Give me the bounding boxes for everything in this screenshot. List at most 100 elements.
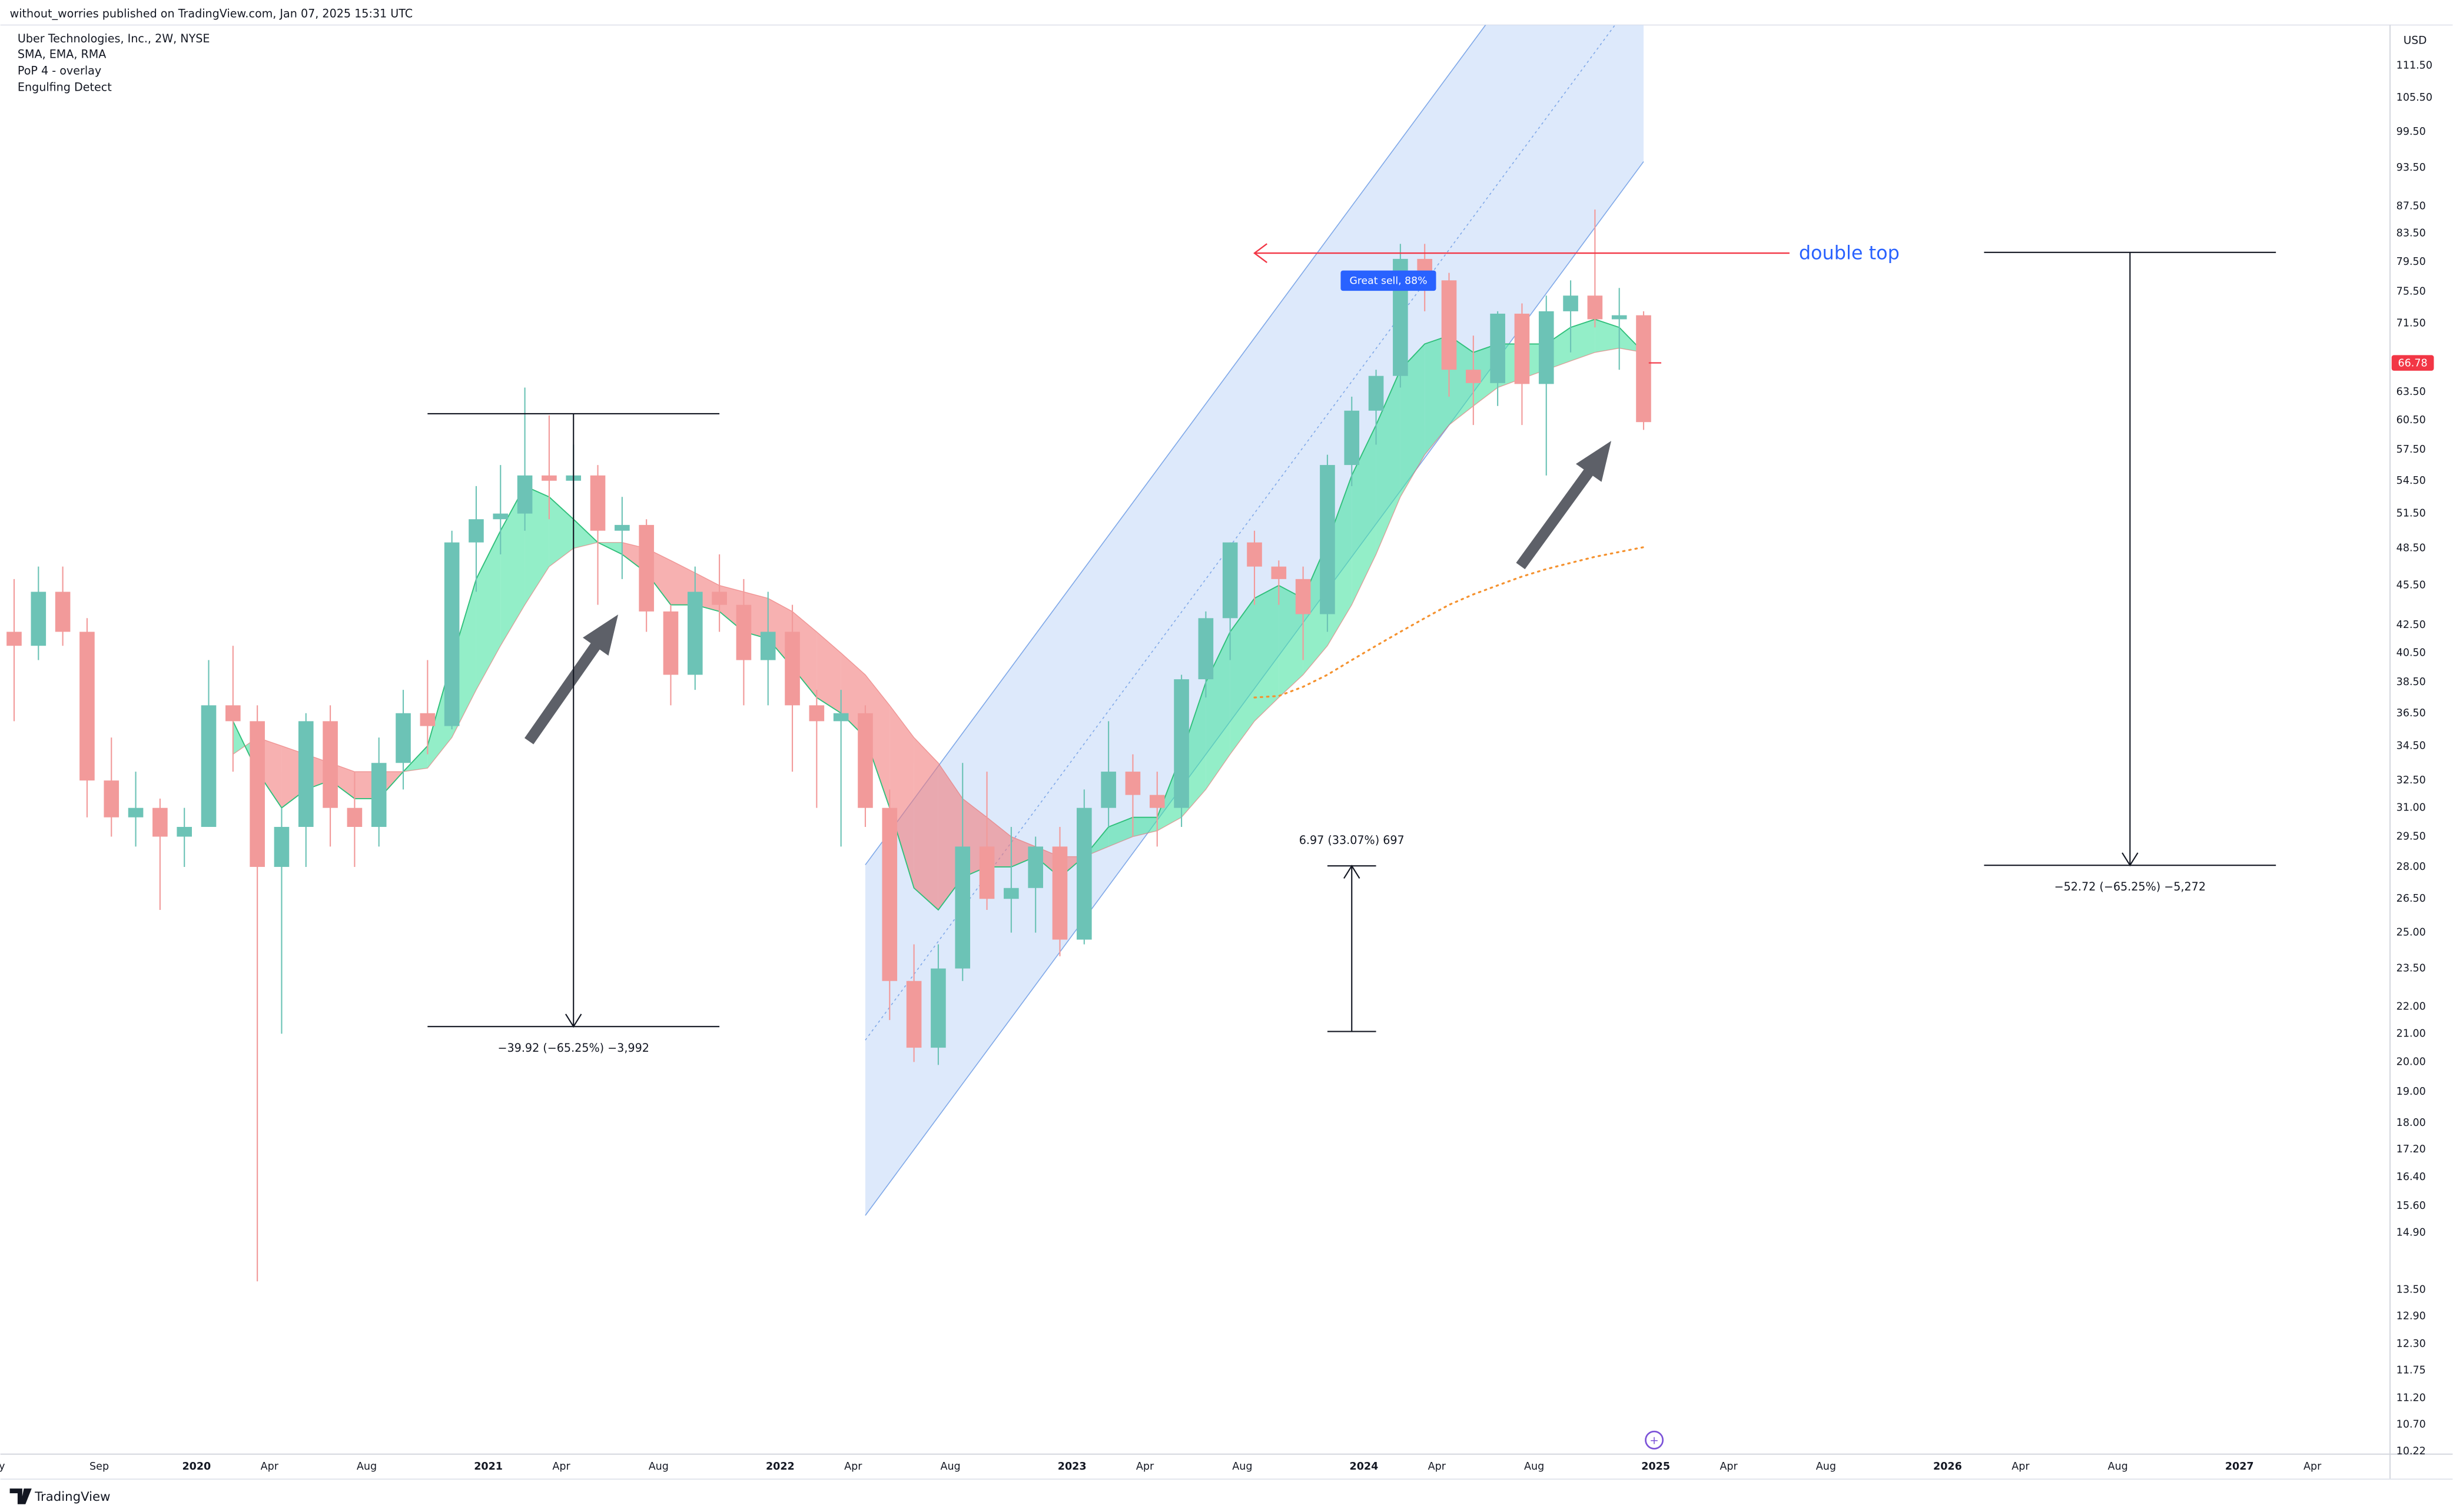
candle-body (250, 721, 265, 867)
candle-body (1514, 313, 1530, 384)
y-tick-label: 99.50 (2396, 126, 2426, 138)
y-tick-label: 105.50 (2396, 92, 2432, 104)
candle-body (906, 981, 922, 1048)
candle-body (1320, 465, 1335, 614)
y-tick-label: 14.90 (2396, 1227, 2426, 1238)
candle-body (396, 713, 411, 763)
candle-body (858, 713, 873, 808)
y-tick-label: 18.00 (2396, 1117, 2426, 1129)
candle-body (615, 524, 630, 531)
x-tick-label: Aug (649, 1461, 669, 1473)
candle-body (1076, 807, 1092, 940)
ma-cloud (1595, 319, 1619, 353)
y-tick-label: 11.20 (2396, 1393, 2426, 1404)
y-tick-label: 21.00 (2396, 1028, 2426, 1039)
last-price-tag (2391, 355, 2434, 371)
candle-body (1125, 772, 1141, 795)
y-tick-label: 83.50 (2396, 227, 2426, 239)
y-tick-label: 51.50 (2396, 508, 2426, 520)
measure-arrow (2122, 852, 2139, 867)
candle-body (833, 713, 849, 722)
y-tick-label: 11.75 (2396, 1364, 2426, 1376)
arrow-head (583, 614, 619, 656)
ma-cloud (525, 486, 549, 605)
candle-body (785, 632, 800, 706)
brand-logo (9, 1488, 32, 1504)
x-tick-label: Apr (261, 1461, 279, 1473)
candle-body (1004, 888, 1019, 899)
candle-body (79, 632, 95, 781)
candle-body (517, 475, 533, 514)
candle-body (979, 846, 995, 899)
ma-cloud (1571, 319, 1595, 361)
y-tick-label: 54.50 (2396, 475, 2426, 487)
x-tick-label: 2026 (1933, 1461, 1962, 1473)
candle-body (1344, 410, 1360, 466)
x-tick-label: Apr (2011, 1461, 2030, 1473)
candle-body (1563, 295, 1578, 311)
ma-cloud (1400, 344, 1425, 497)
y-tick-label: 63.50 (2396, 386, 2426, 398)
signal-badge (1340, 270, 1436, 291)
event-marker[interactable] (1645, 1430, 1664, 1450)
candle-body (1028, 846, 1043, 888)
candle-body (6, 632, 22, 646)
candle-body (1466, 370, 1481, 383)
x-tick-label: 2022 (766, 1461, 795, 1473)
y-tick-label: 34.50 (2396, 740, 2426, 752)
x-tick-label: Aug (940, 1461, 960, 1473)
symbol: Uber Technologies, Inc., 2W, NYSE (18, 32, 210, 45)
x-tick-label: 2024 (1350, 1461, 1379, 1473)
candle-body (55, 591, 71, 632)
candle-body (736, 604, 752, 660)
y-tick-label: 111.50 (2396, 60, 2432, 72)
candle-body (444, 542, 460, 726)
y-tick-label: 17.20 (2396, 1144, 2426, 1155)
candle-body (1271, 566, 1287, 579)
arrow-head (1576, 441, 1612, 482)
y-tick-label: 75.50 (2396, 286, 2426, 298)
y-tick-label: 57.50 (2396, 444, 2426, 456)
candle-body (274, 826, 290, 867)
level-label: double top (1799, 241, 1900, 264)
y-tick-label: 38.50 (2396, 676, 2426, 688)
y-tick-label: 26.50 (2396, 893, 2426, 905)
measure-label: 6.97 (33.07%) 697 (1299, 833, 1405, 847)
candle-body (687, 591, 703, 675)
indicator: PoP 4 - overlay (18, 64, 101, 77)
ma-fast-line (232, 318, 1644, 911)
candle-body (152, 807, 168, 837)
candle-body (371, 763, 387, 827)
y-tick-label: 36.50 (2396, 707, 2426, 719)
x-tick-label: Aug (2108, 1461, 2128, 1473)
candle-body (639, 524, 654, 612)
ma-cloud (500, 486, 525, 646)
candle-body (1587, 295, 1603, 320)
x-tick-label: Aug (1816, 1461, 1836, 1473)
x-tick-label: 2027 (2225, 1461, 2254, 1473)
x-tick-label: Apr (552, 1461, 570, 1473)
published-line: without_worries published on TradingView… (10, 6, 413, 20)
candle-body (1490, 313, 1505, 383)
candle-body (177, 826, 192, 837)
y-tick-label: 12.30 (2396, 1338, 2426, 1350)
x-tick-label: 2025 (1641, 1461, 1670, 1473)
x-tick-label: Apr (1136, 1461, 1154, 1473)
candle-body (1101, 772, 1116, 808)
candle-body (298, 721, 314, 827)
ma-cloud (816, 632, 841, 713)
x-tick-label: y (0, 1461, 5, 1473)
y-tick-label: 13.50 (2396, 1284, 2426, 1296)
candle-body (590, 475, 606, 531)
candle-body (323, 721, 338, 808)
y-tick-label: 93.50 (2396, 162, 2426, 174)
candle-body (347, 807, 363, 827)
y-tick-label: 19.00 (2396, 1086, 2426, 1098)
y-tick-label: 48.50 (2396, 543, 2426, 554)
y-tick-label: 22.00 (2396, 1001, 2426, 1013)
y-tick-label: 32.50 (2396, 775, 2426, 786)
y-tick-label: 87.50 (2396, 200, 2426, 212)
candle-body (882, 807, 898, 981)
level-arrow (1253, 243, 1267, 263)
candle-body (1222, 542, 1238, 619)
